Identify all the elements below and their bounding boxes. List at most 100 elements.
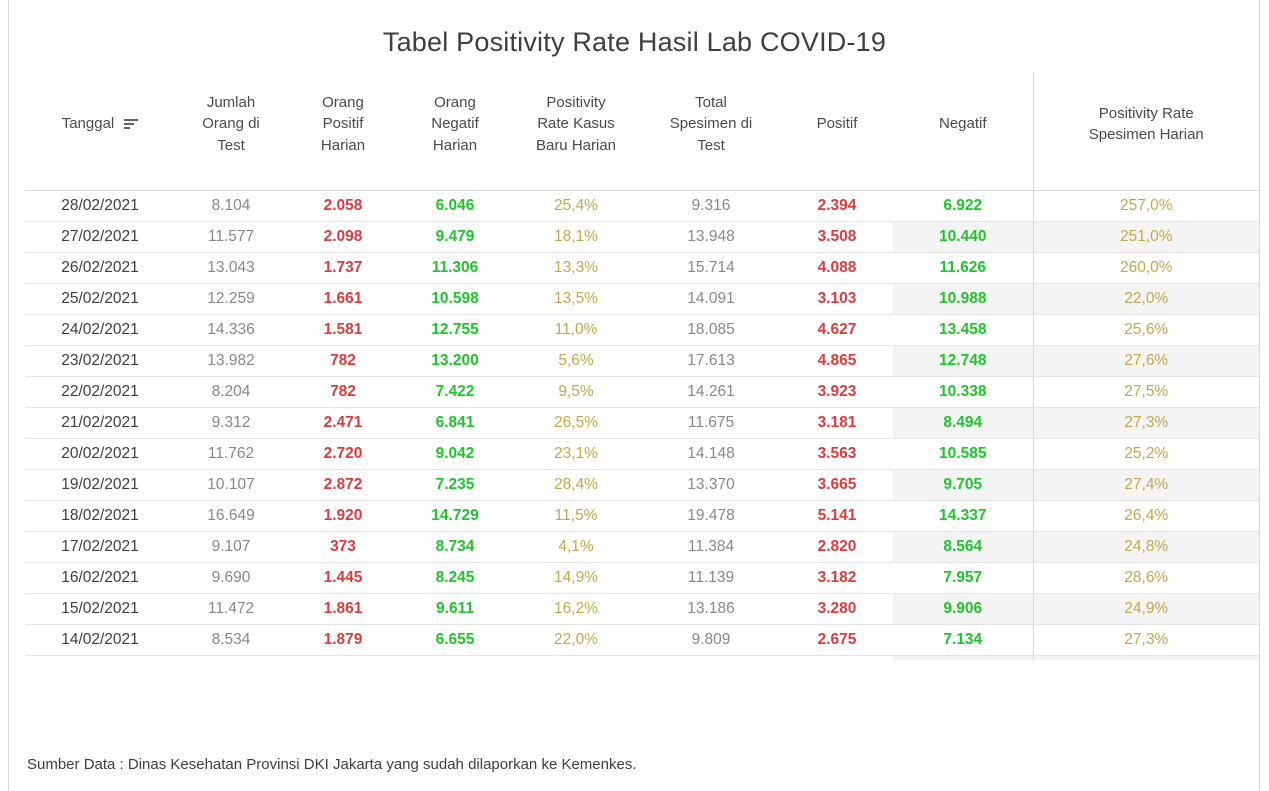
table-row[interactable]: 20/02/2021 11.762 2.720 9.042 23,1% 14.148 3.5… <box>25 438 1259 470</box>
table-row[interactable]: 26/02/2021 13.043 1.737 11.306 13,3% 15.714 4.… <box>25 252 1259 284</box>
cell-pr-spesimen-harian: 28,6% <box>1032 562 1259 594</box>
cell-pr-kasus-baru-harian: 14,9% <box>511 562 641 594</box>
cell-orang-positif-harian: 782 <box>287 345 399 377</box>
header-line: Positivity <box>546 94 606 112</box>
page-border-right <box>1259 0 1260 791</box>
page-border-left <box>8 0 9 791</box>
header-line: Negatif <box>938 115 987 133</box>
cell-pr-kasus-baru-harian: 11,5% <box>511 500 641 532</box>
cell-negatif: 7.957 <box>893 562 1033 594</box>
page-title: Tabel Positivity Rate Hasil Lab COVID-19 <box>382 27 887 57</box>
cell-negatif: 11.393 <box>893 655 1033 660</box>
table-row[interactable]: 27/02/2021 11.577 2.098 9.479 18,1% 13.948 3.5… <box>25 221 1259 253</box>
cell-tanggal: 15/02/2021 <box>25 593 175 625</box>
cell-total-spesimen-di-test: 14.091 <box>641 283 781 315</box>
cell-tanggal: 13/02/2021 <box>25 655 175 660</box>
table-row[interactable]: 14/02/2021 8.534 1.879 6.655 22,0% 9.809 2.675… <box>25 624 1259 656</box>
table-scroll-container[interactable]: Tanggal Jumlah Orang di Test Oran <box>25 72 1259 660</box>
header-line: Orang di <box>202 115 260 133</box>
sort-descending-icon[interactable] <box>124 118 139 130</box>
table-row[interactable]: 23/02/2021 13.982 782 13.200 5,6% 17.613 4.865… <box>25 345 1259 377</box>
cell-orang-negatif-harian: 10.598 <box>399 283 511 315</box>
cell-orang-negatif-harian: 13.200 <box>399 345 511 377</box>
cell-orang-negatif-harian: 14.729 <box>399 500 511 532</box>
cell-positif: 3.182 <box>781 562 893 594</box>
table-row[interactable]: 18/02/2021 16.649 1.920 14.729 11,5% 19.478 5.… <box>25 500 1259 532</box>
cell-pr-spesimen-harian: 27,3% <box>1032 624 1259 656</box>
table-row[interactable]: 15/02/2021 11.472 1.861 9.611 16,2% 13.186 3.2… <box>25 593 1259 625</box>
cell-pr-kasus-baru-harian: 9,5% <box>511 376 641 408</box>
cell-negatif: 10.585 <box>893 438 1033 470</box>
cell-pr-spesimen-harian: 25,2% <box>1032 438 1259 470</box>
table-row[interactable]: 13/02/202114.0502.49611.55417,8%16.1504.… <box>25 655 1259 660</box>
cell-pr-spesimen-harian: 25,6% <box>1032 314 1259 346</box>
header-line: Jumlah <box>206 94 256 112</box>
column-header-orang-negatif-harian[interactable]: Orang Negatif Harian <box>399 72 511 191</box>
column-header-positivity-rate-kasus-baru-harian[interactable]: Positivity Rate Kasus Baru Harian <box>511 72 641 191</box>
table-row[interactable]: 17/02/2021 9.107 373 8.734 4,1% 11.384 2.820 8.… <box>25 531 1259 563</box>
column-header-tanggal[interactable]: Tanggal <box>25 72 175 191</box>
cell-jumlah-orang-di-test: 8.534 <box>175 624 287 656</box>
cell-positif: 3.508 <box>781 221 893 253</box>
cell-total-spesimen-di-test: 14.261 <box>641 376 781 408</box>
cell-orang-positif-harian: 1.445 <box>287 562 399 594</box>
cell-orang-positif-harian: 782 <box>287 376 399 408</box>
cell-orang-negatif-harian: 7.422 <box>399 376 511 408</box>
cell-orang-negatif-harian: 6.655 <box>399 624 511 656</box>
cell-orang-positif-harian: 1.661 <box>287 283 399 315</box>
cell-tanggal: 24/02/2021 <box>25 314 175 346</box>
cell-orang-positif-harian: 1.581 <box>287 314 399 346</box>
cell-total-spesimen-di-test: 13.370 <box>641 469 781 501</box>
column-header-orang-positif-harian[interactable]: Orang Positif Harian <box>287 72 399 191</box>
header-line: Negatif <box>431 115 479 133</box>
table-row[interactable]: 28/02/2021 8.104 2.058 6.046 25,4% 9.316 2.394… <box>25 190 1259 222</box>
cell-jumlah-orang-di-test: 11.762 <box>175 438 287 470</box>
cell-tanggal: 14/02/2021 <box>25 624 175 656</box>
cell-orang-negatif-harian: 7.235 <box>399 469 511 501</box>
column-header-positivity-rate-spesimen-harian[interactable]: Positivity Rate Spesimen Harian <box>1032 72 1259 191</box>
table-row[interactable]: 24/02/2021 14.336 1.581 12.755 11,0% 18.085 4.… <box>25 314 1259 346</box>
cell-orang-negatif-harian: 6.046 <box>399 190 511 222</box>
header-line: Spesimen di <box>669 115 753 133</box>
column-header-positif[interactable]: Positif <box>781 72 893 191</box>
cell-pr-kasus-baru-harian: 4,1% <box>511 531 641 563</box>
table-row[interactable]: 19/02/2021 10.107 2.872 7.235 28,4% 13.370 3.6… <box>25 469 1259 501</box>
cell-tanggal: 28/02/2021 <box>25 190 175 222</box>
cell-total-spesimen-di-test: 11.139 <box>641 562 781 594</box>
cell-positif: 4.627 <box>781 314 893 346</box>
cell-orang-negatif-harian: 11.554 <box>399 655 511 660</box>
cell-total-spesimen-di-test: 15.714 <box>641 252 781 284</box>
cell-positif: 3.665 <box>781 469 893 501</box>
table-row[interactable]: 22/02/2021 8.204 782 7.422 9,5% 14.261 3.923 10… <box>25 376 1259 408</box>
cell-total-spesimen-di-test: 19.478 <box>641 500 781 532</box>
cell-pr-kasus-baru-harian: 11,0% <box>511 314 641 346</box>
column-header-total-spesimen-di-test[interactable]: Total Spesimen di Test <box>641 72 781 191</box>
cell-negatif: 8.564 <box>893 531 1033 563</box>
header-line: Spesimen Harian <box>1088 126 1204 143</box>
cell-orang-positif-harian: 2.720 <box>287 438 399 470</box>
cell-pr-kasus-baru-harian: 23,1% <box>511 438 641 470</box>
column-header-jumlah-orang-di-test[interactable]: Jumlah Orang di Test <box>175 72 287 191</box>
cell-orang-positif-harian: 373 <box>287 531 399 563</box>
header-line: Baru Harian <box>535 136 617 154</box>
cell-orang-positif-harian: 1.920 <box>287 500 399 532</box>
cell-tanggal: 26/02/2021 <box>25 252 175 284</box>
cell-jumlah-orang-di-test: 8.104 <box>175 190 287 222</box>
cell-jumlah-orang-di-test: 16.649 <box>175 500 287 532</box>
cell-pr-kasus-baru-harian: 22,0% <box>511 624 641 656</box>
cell-orang-positif-harian: 1.879 <box>287 624 399 656</box>
cell-negatif: 10.440 <box>893 221 1033 253</box>
cell-jumlah-orang-di-test: 12.259 <box>175 283 287 315</box>
cell-pr-kasus-baru-harian: 13,3% <box>511 252 641 284</box>
header-line: Orang <box>434 94 476 112</box>
table-row[interactable]: 25/02/2021 12.259 1.661 10.598 13,5% 14.091 3.… <box>25 283 1259 315</box>
cell-orang-positif-harian: 2.471 <box>287 407 399 439</box>
column-header-negatif[interactable]: Negatif <box>893 72 1033 191</box>
table-row[interactable]: 21/02/2021 9.312 2.471 6.841 26,5% 11.675 3.18… <box>25 407 1259 439</box>
cell-pr-spesimen-harian: 257,0% <box>1032 190 1259 222</box>
header-line: Test <box>697 136 725 154</box>
cell-orang-positif-harian: 2.058 <box>287 190 399 222</box>
cell-positif: 4.088 <box>781 252 893 284</box>
table-row[interactable]: 16/02/2021 9.690 1.445 8.245 14,9% 11.139 3.18… <box>25 562 1259 594</box>
